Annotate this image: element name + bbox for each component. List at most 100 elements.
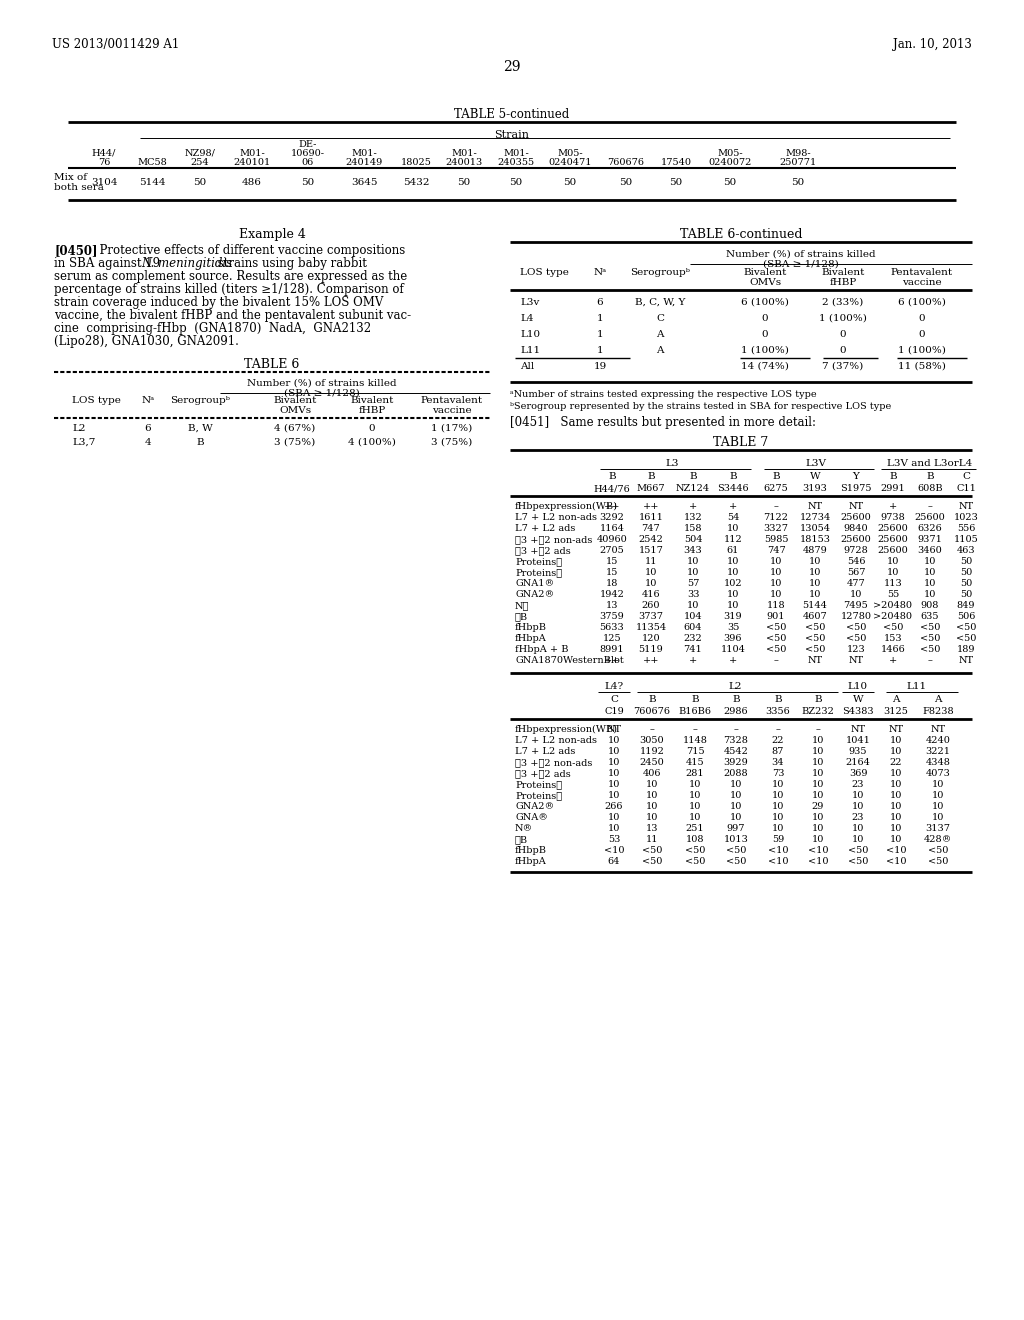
Text: C: C [962, 473, 970, 480]
Text: L10: L10 [848, 682, 868, 690]
Text: NT: NT [849, 656, 863, 665]
Text: 34: 34 [772, 758, 784, 767]
Text: fHBP: fHBP [829, 279, 857, 286]
Text: C: C [610, 696, 618, 704]
Text: <50: <50 [805, 645, 825, 653]
Text: +: + [729, 502, 737, 511]
Text: 102: 102 [724, 579, 742, 587]
Text: 22: 22 [890, 758, 902, 767]
Text: Pentavalent: Pentavalent [891, 268, 953, 277]
Text: strains using baby rabbit: strains using baby rabbit [214, 257, 367, 271]
Text: L11: L11 [907, 682, 927, 690]
Text: <50: <50 [766, 623, 786, 632]
Text: 463: 463 [956, 546, 975, 554]
Text: TABLE 5-continued: TABLE 5-continued [455, 108, 569, 121]
Text: 10: 10 [727, 524, 739, 533]
Text: 15: 15 [606, 568, 618, 577]
Text: <50: <50 [642, 857, 663, 866]
Text: 10: 10 [890, 780, 902, 789]
Text: B16B6: B16B6 [679, 708, 712, 715]
Text: Strain: Strain [495, 129, 529, 140]
Text: 10: 10 [730, 780, 742, 789]
Text: 1 (100%): 1 (100%) [898, 346, 946, 355]
Text: 87: 87 [772, 747, 784, 756]
Text: 10: 10 [770, 579, 782, 587]
Text: 40960: 40960 [597, 535, 628, 544]
Text: <50: <50 [766, 645, 786, 653]
Text: OMVs: OMVs [749, 279, 781, 286]
Text: Jan. 10, 2013: Jan. 10, 2013 [893, 38, 972, 51]
Text: 10: 10 [646, 780, 658, 789]
Text: M05-: M05- [557, 149, 583, 158]
Text: S4383: S4383 [842, 708, 873, 715]
Text: L7 + L2 non-ads: L7 + L2 non-ads [515, 737, 597, 744]
Text: 715: 715 [686, 747, 705, 756]
Text: Number (%) of strains killed: Number (%) of strains killed [247, 379, 397, 388]
Text: GNA1®: GNA1® [515, 579, 554, 587]
Text: Example 4: Example 4 [239, 228, 305, 242]
Text: W: W [810, 473, 820, 480]
Text: B, C, W, Y: B, C, W, Y [635, 298, 685, 308]
Text: 1041: 1041 [846, 737, 870, 744]
Text: NT: NT [889, 725, 903, 734]
Text: ᵃNumber of strains tested expressing the respective LOS type: ᵃNumber of strains tested expressing the… [510, 389, 816, 399]
Text: 3327: 3327 [764, 524, 788, 533]
Text: 10: 10 [809, 579, 821, 587]
Text: <50: <50 [920, 645, 940, 653]
Text: 25600: 25600 [841, 513, 871, 521]
Text: 2542: 2542 [639, 535, 664, 544]
Text: L7 + L2 non-ads: L7 + L2 non-ads [515, 513, 597, 521]
Text: 10: 10 [932, 791, 944, 800]
Text: <10: <10 [768, 846, 788, 855]
Text: 10: 10 [890, 747, 902, 756]
Text: 9840: 9840 [844, 524, 868, 533]
Text: NT: NT [851, 725, 865, 734]
Text: +: + [689, 656, 697, 665]
Text: B: B [732, 696, 739, 704]
Text: 760676: 760676 [634, 708, 671, 715]
Text: 232: 232 [684, 634, 702, 643]
Text: 50: 50 [620, 178, 633, 187]
Text: 1023: 1023 [953, 513, 979, 521]
Text: Y: Y [853, 473, 859, 480]
Text: M667: M667 [637, 484, 666, 492]
Text: L3V and L3orL4: L3V and L3orL4 [887, 459, 972, 469]
Text: Proteins①: Proteins① [515, 557, 562, 566]
Text: 3125: 3125 [884, 708, 908, 715]
Text: 2986: 2986 [724, 708, 749, 715]
Text: –: – [733, 725, 738, 734]
Text: 3356: 3356 [766, 708, 791, 715]
Text: ␖3 +␖2 ads: ␖3 +␖2 ads [515, 546, 570, 554]
Text: 10: 10 [727, 568, 739, 577]
Text: M01-: M01- [452, 149, 477, 158]
Text: 76: 76 [98, 158, 111, 168]
Text: 33: 33 [687, 590, 699, 599]
Text: B: B [729, 473, 737, 480]
Text: 50: 50 [959, 568, 972, 577]
Text: –: – [815, 725, 820, 734]
Text: 7122: 7122 [764, 513, 788, 521]
Text: –: – [773, 656, 778, 665]
Text: 17540: 17540 [660, 158, 691, 168]
Text: 3193: 3193 [803, 484, 827, 492]
Text: 10: 10 [608, 770, 621, 777]
Text: 132: 132 [684, 513, 702, 521]
Text: 22: 22 [772, 737, 784, 744]
Text: 1 (100%): 1 (100%) [741, 346, 788, 355]
Text: 0: 0 [840, 330, 846, 339]
Text: S1975: S1975 [841, 484, 871, 492]
Text: 343: 343 [684, 546, 702, 554]
Text: 10: 10 [890, 824, 902, 833]
Text: 747: 747 [642, 524, 660, 533]
Text: L7 + L2 ads: L7 + L2 ads [515, 747, 575, 756]
Text: 1164: 1164 [600, 524, 625, 533]
Text: 158: 158 [684, 524, 702, 533]
Text: 10: 10 [852, 836, 864, 843]
Text: 104: 104 [684, 612, 702, 620]
Text: 153: 153 [884, 634, 902, 643]
Text: 4240: 4240 [926, 737, 950, 744]
Text: ++: ++ [604, 656, 621, 665]
Text: 10: 10 [924, 579, 936, 587]
Text: B: B [647, 473, 654, 480]
Text: 7328: 7328 [724, 737, 749, 744]
